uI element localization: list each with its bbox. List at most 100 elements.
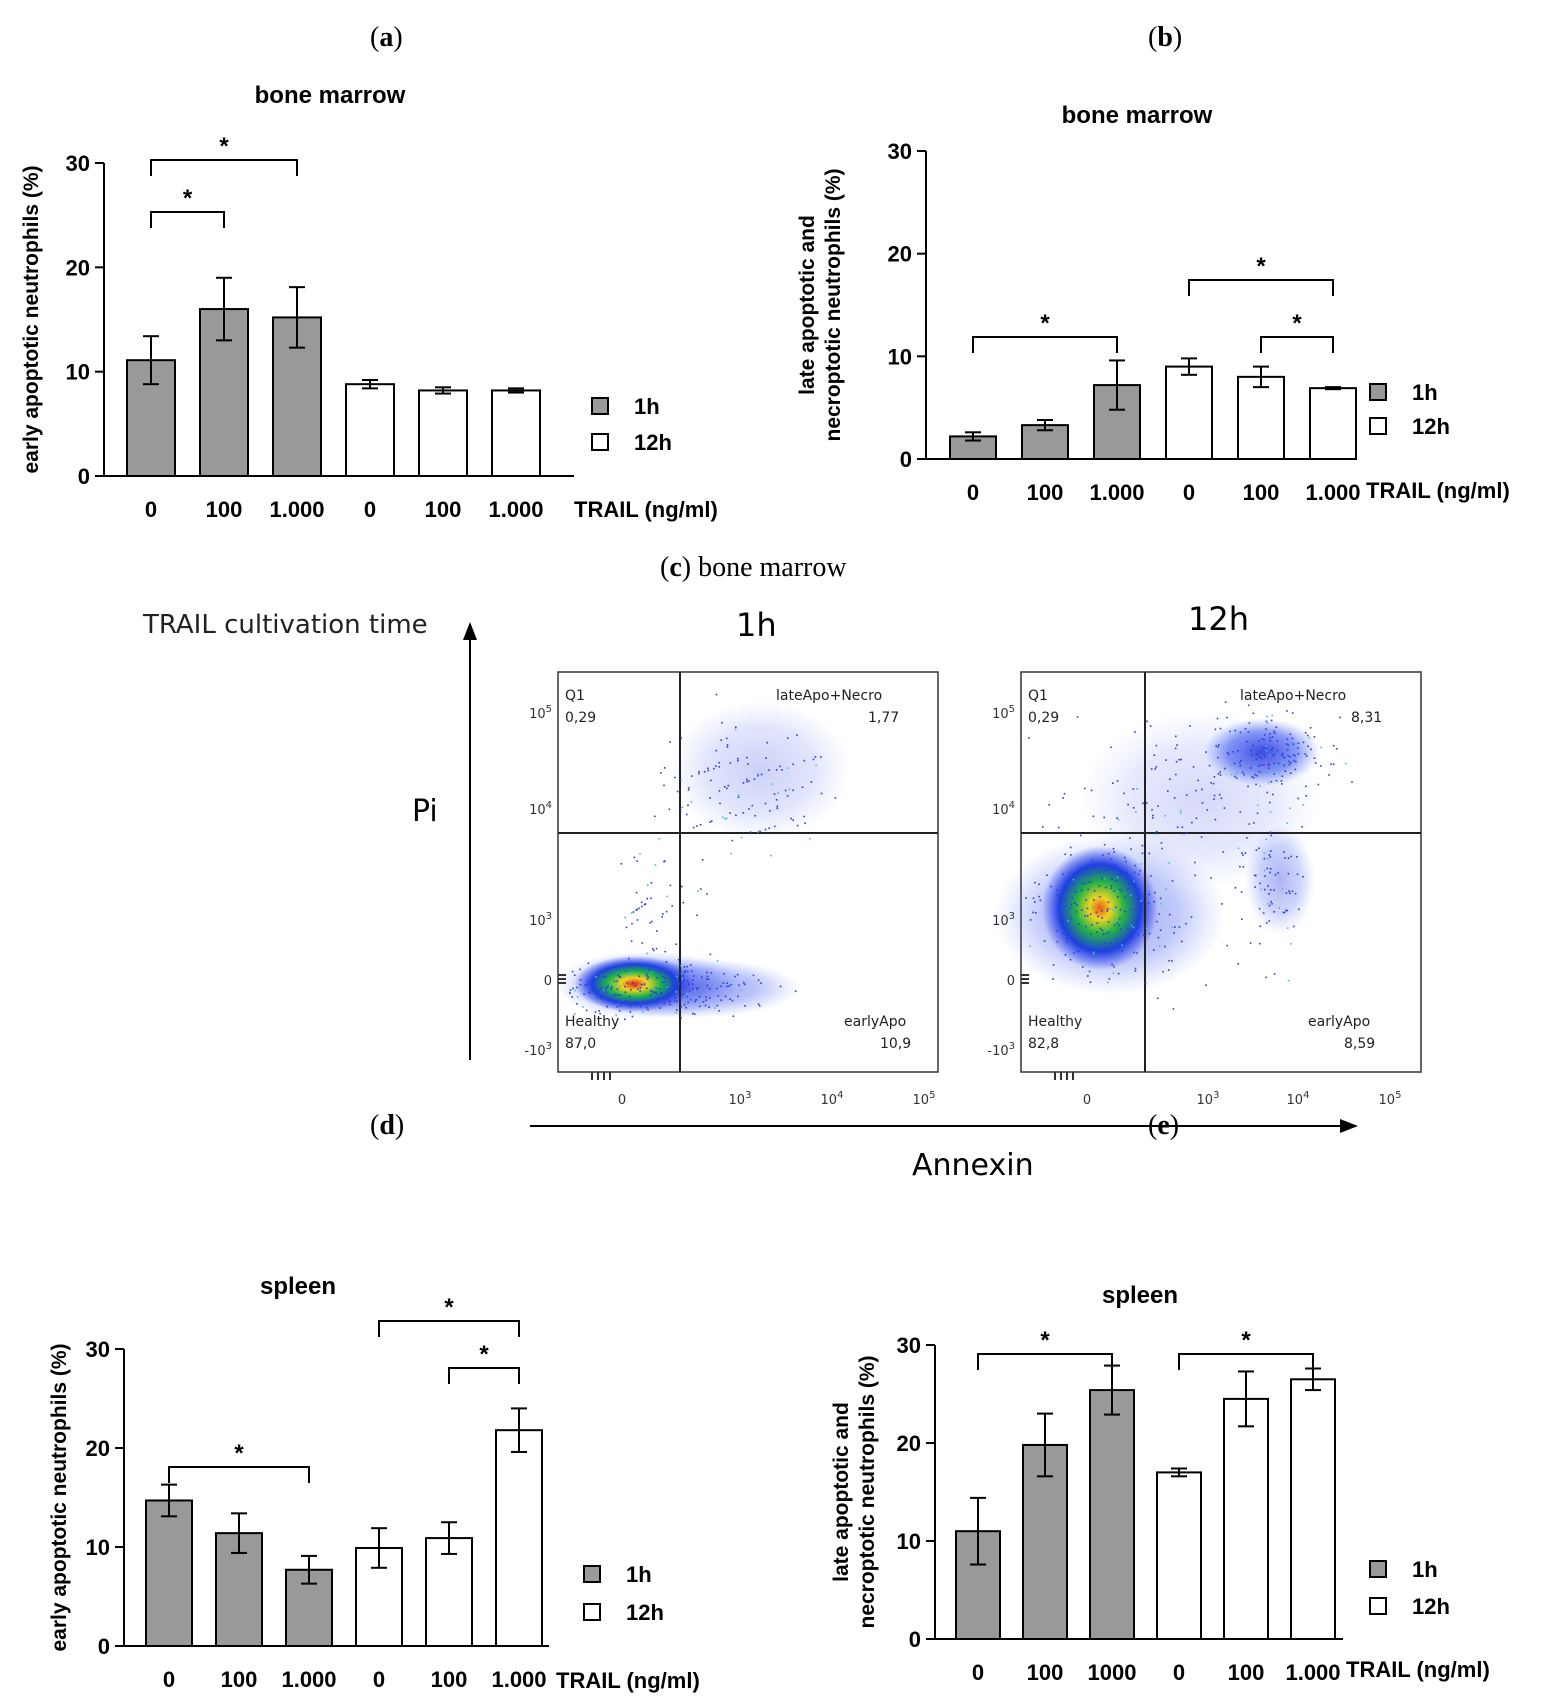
scatter-dot (747, 763, 749, 765)
scatter-dot (1302, 875, 1304, 878)
scatter-dot (686, 980, 689, 982)
scatter-dot (1274, 874, 1277, 876)
scatter-dot (1137, 933, 1140, 936)
scatter-dot (665, 910, 668, 913)
scatter-dot (726, 985, 728, 988)
scatter-dot (1081, 882, 1084, 885)
scatter-dot (610, 986, 613, 988)
chart-title: bone marrow (255, 82, 406, 109)
scatter-dot (635, 1001, 637, 1003)
scatter-dot (642, 1011, 644, 1013)
scatter-dot (1283, 911, 1286, 914)
scatter-dot (1087, 975, 1089, 977)
x-tick-label: 1.000 (281, 1667, 336, 1692)
scatter-dot (757, 979, 760, 981)
scatter-dot (654, 987, 656, 990)
scatter-dot (654, 864, 657, 866)
scatter-dot (1283, 761, 1285, 764)
bar (1156, 1471, 1202, 1641)
scatter-dot (686, 996, 689, 998)
scatter-dot (663, 1002, 666, 1005)
scatter-dot (1064, 954, 1067, 956)
x-tick-label: 0 (967, 480, 979, 505)
scatter-dot (676, 1009, 678, 1011)
scatter-dot (1261, 738, 1263, 740)
scatter-dot (1226, 752, 1229, 754)
scatter-dot (1286, 927, 1289, 929)
scatter-dot (1271, 902, 1273, 905)
scatter-dot (1169, 778, 1171, 780)
scatter-dot (736, 973, 739, 976)
scatter-dot (576, 1003, 578, 1005)
scatter-dot (1264, 875, 1266, 877)
scatter-dot (619, 994, 622, 996)
scatter-dot (1270, 748, 1273, 751)
pi-arrow-head (463, 622, 477, 640)
scatter-dot (735, 726, 737, 728)
scatter-dot (646, 897, 648, 900)
scatter-dot (588, 991, 590, 994)
scatter-dot (1219, 774, 1222, 776)
scatter-dot (694, 1000, 696, 1003)
scatter-dot (792, 763, 794, 766)
scatter-dot (653, 991, 655, 994)
scatter-dot (1265, 745, 1268, 748)
y-tick-label: 10 (86, 1535, 110, 1560)
scatter-dot (1294, 892, 1297, 895)
scatter-dot (683, 966, 686, 968)
scatter-dot (1232, 751, 1234, 753)
scatter-dot (1088, 970, 1091, 973)
scatter-dot (697, 890, 699, 892)
scatter-dot (663, 767, 666, 769)
scatter-dot (650, 897, 652, 900)
flow-plot-1-title: 1h (736, 606, 777, 644)
scatter-dot (1071, 897, 1073, 899)
scatter-dot (1292, 925, 1295, 928)
scatter-dot (770, 854, 772, 857)
scatter-dot (1255, 783, 1257, 786)
svg-text:0: 0 (1007, 974, 1015, 989)
scatter-dot (1119, 917, 1121, 920)
legend-label-12h: 12h (626, 1600, 664, 1625)
scatter-dot (645, 1006, 648, 1009)
scatter-dot (1320, 765, 1322, 767)
scatter-dot (581, 985, 584, 988)
scatter-dot (1065, 905, 1067, 907)
scatter-dot (1258, 907, 1261, 910)
scatter-dot (1294, 768, 1297, 771)
scatter-dot (1195, 789, 1197, 792)
scatter-dot (661, 916, 663, 918)
scatter-dot (1069, 958, 1072, 961)
scatter-dot (1105, 886, 1107, 889)
scatter-dot (644, 903, 647, 905)
panel-label-a: (a) (370, 22, 403, 53)
scatter-dot (1112, 782, 1114, 784)
scatter-dot (613, 980, 616, 983)
scatter-dot (809, 837, 811, 840)
scatter-dot (1216, 717, 1219, 720)
scatter-dot (663, 860, 665, 863)
scatter-dot (786, 795, 789, 797)
scatter-dot (748, 808, 750, 810)
scatter-dot (1145, 927, 1148, 929)
scatter-dot (1171, 960, 1173, 962)
scatter-dot (1197, 779, 1199, 782)
p2-q1-label: Q1 (1028, 688, 1048, 704)
scatter-dot (1167, 790, 1169, 792)
scatter-dot (695, 999, 697, 1001)
scatter-dot (579, 983, 582, 986)
scatter-dot (573, 974, 576, 976)
scatter-dot (664, 950, 666, 953)
p1-q1-label: Q1 (565, 688, 585, 704)
significance-bracket (448, 1367, 520, 1384)
scatter-dot (705, 978, 708, 980)
scatter-dot (1266, 858, 1269, 860)
scatter-dot (1263, 852, 1265, 854)
scatter-dot (1148, 893, 1151, 896)
scatter-dot (1288, 760, 1290, 763)
scatter-dot (1046, 874, 1048, 876)
scatter-dot (629, 1011, 632, 1013)
y-tick-label: 10 (66, 360, 90, 385)
scatter-dot (1116, 890, 1118, 893)
scatter-dot (1176, 826, 1179, 829)
